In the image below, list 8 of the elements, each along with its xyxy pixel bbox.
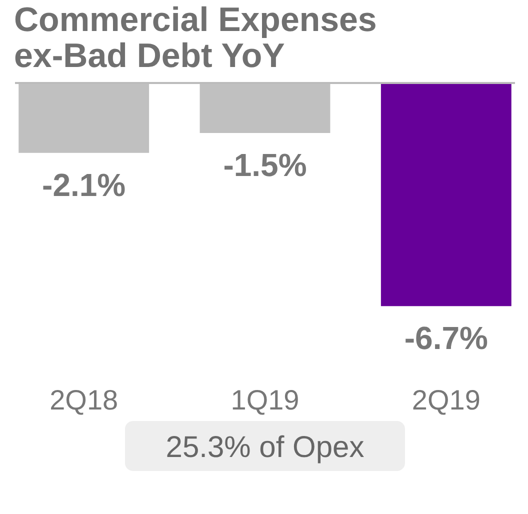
x-tick-label: 2Q19 — [412, 384, 480, 416]
data-label: -2.1% — [42, 166, 126, 203]
chart-title: Commercial Expenses ex-Bad Debt YoY — [14, 1, 377, 75]
data-label: -1.5% — [223, 146, 307, 183]
x-tick-label: 1Q19 — [230, 384, 300, 416]
data-label: -6.7% — [404, 320, 488, 356]
x-tick-label: 2Q18 — [50, 384, 118, 416]
text: 25.3% of Opex — [166, 431, 364, 464]
